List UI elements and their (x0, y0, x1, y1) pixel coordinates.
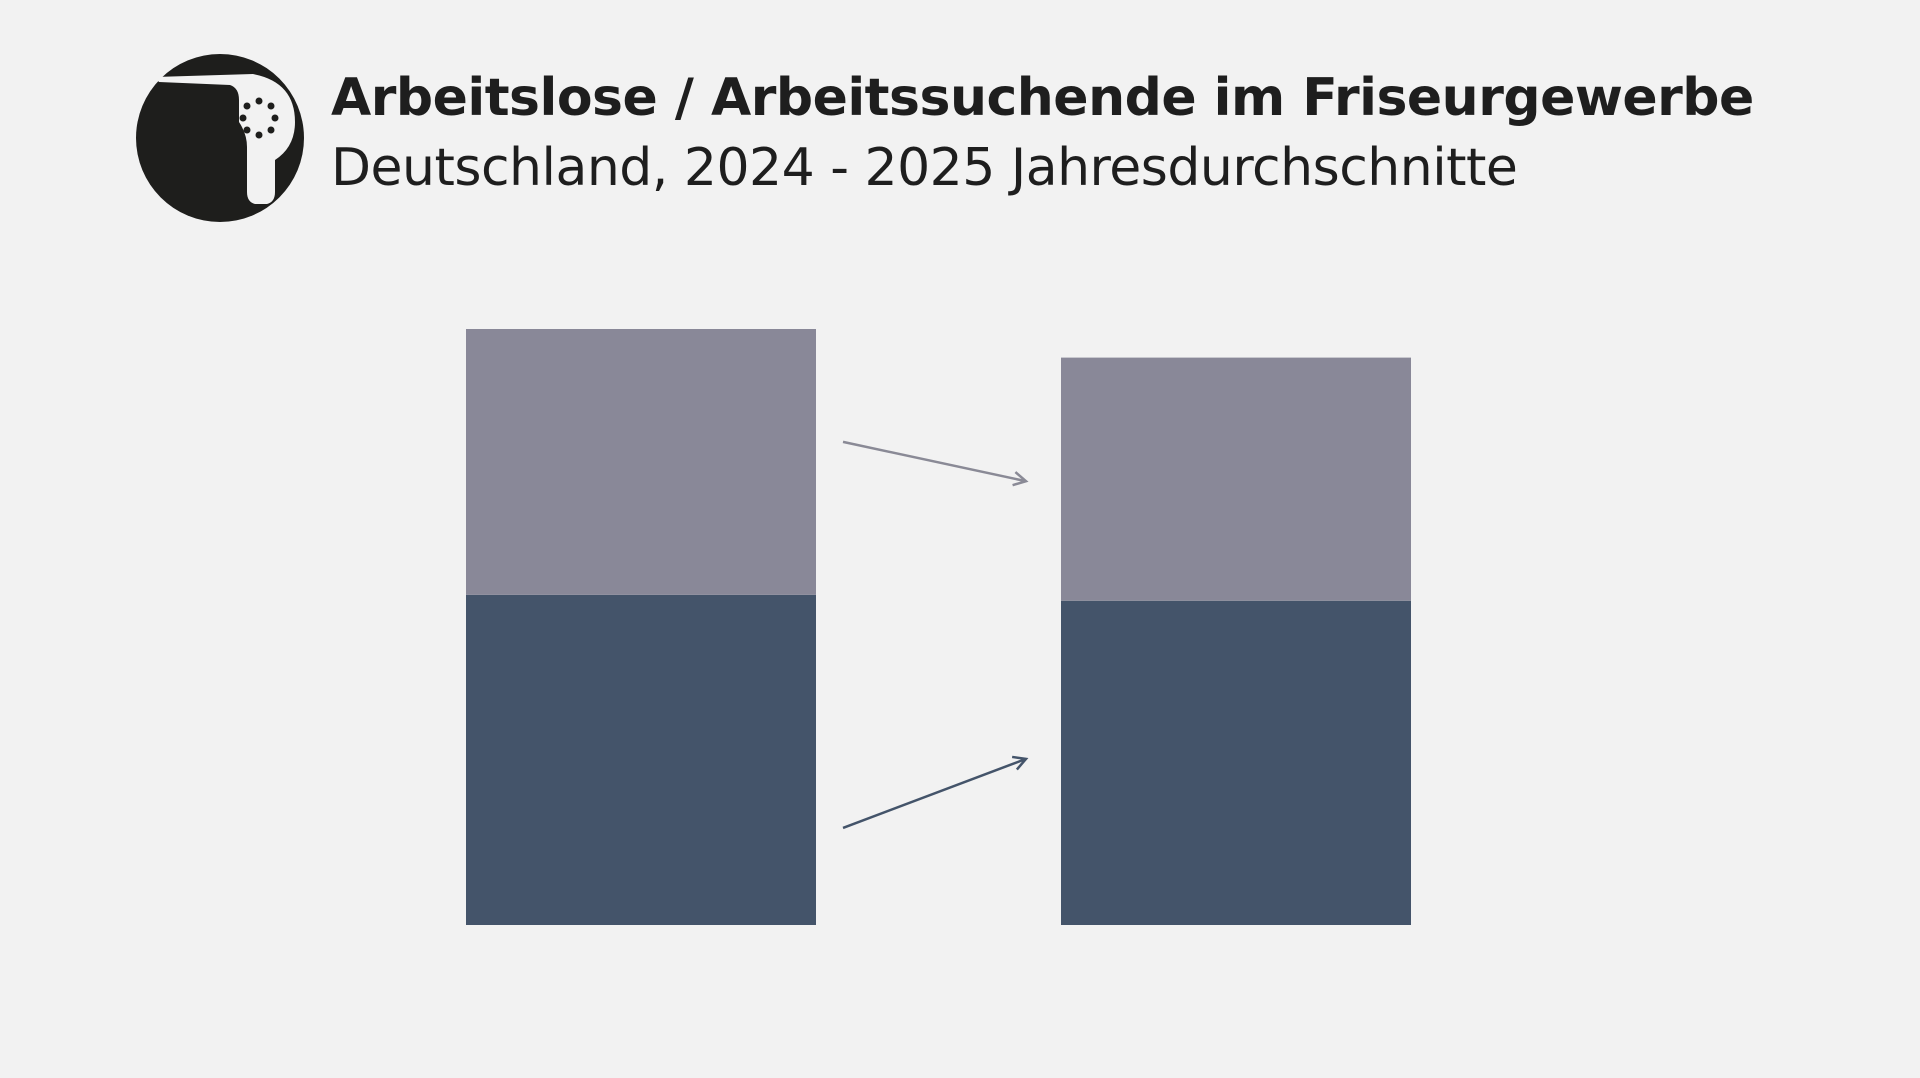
chart-subtitle: Deutschland, 2024 - 2025 Jahresdurchschn… (331, 138, 1518, 198)
bar-segment-2025-1 (1061, 357, 1411, 601)
bar-segment-2024-1 (466, 329, 816, 595)
hair-dryer-icon (136, 54, 304, 222)
trend-arrow-head (1012, 471, 1029, 487)
trend-arrow-line (842, 757, 1027, 830)
bar-segment-2025-0 (1061, 600, 1411, 925)
bar-segment-2024-0 (466, 594, 816, 925)
trend-arrow-head (1011, 755, 1029, 771)
chart-title: Arbeitslose / Arbeitssuchende im Friseur… (331, 68, 1754, 128)
trend-arrow-line (842, 440, 1027, 483)
